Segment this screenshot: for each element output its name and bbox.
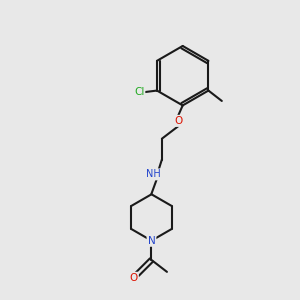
Text: O: O <box>130 273 138 283</box>
Text: NH: NH <box>146 169 160 179</box>
Text: Cl: Cl <box>134 87 144 97</box>
Text: N: N <box>148 236 155 246</box>
Text: O: O <box>174 116 182 126</box>
